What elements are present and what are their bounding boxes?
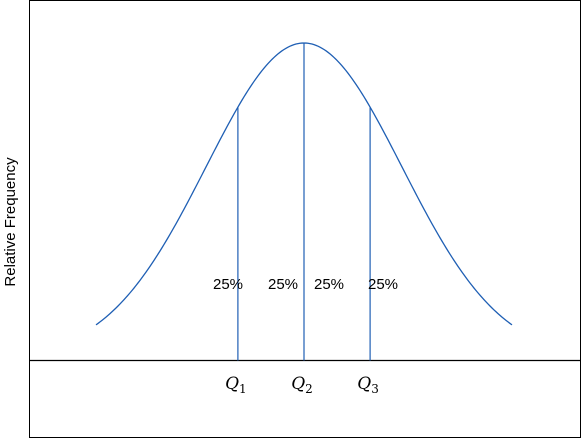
quartile-label-q1: Q1 <box>225 374 247 396</box>
region-label-4: 25% <box>368 276 398 293</box>
region-label-2: 25% <box>268 276 298 293</box>
quartile-label-q3: Q3 <box>357 374 379 396</box>
region-label-3: 25% <box>314 276 344 293</box>
quartile-label-q2: Q2 <box>291 374 313 396</box>
plot-frame <box>29 0 581 438</box>
y-axis-label: Relative Frequency <box>2 157 19 287</box>
region-label-1: 25% <box>213 276 243 293</box>
